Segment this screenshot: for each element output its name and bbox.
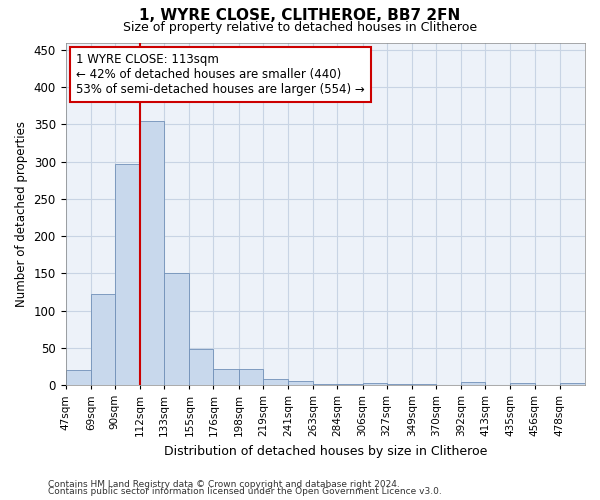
Bar (65, 370, 91, 385)
Bar (239, 370, 263, 385)
Bar (560, 383, 585, 385)
Y-axis label: Number of detached properties: Number of detached properties (15, 121, 28, 307)
Text: Size of property relative to detached houses in Clitheroe: Size of property relative to detached ho… (123, 21, 477, 34)
X-axis label: Distribution of detached houses by size in Clitheroe: Distribution of detached houses by size … (164, 444, 487, 458)
Bar (313, 384, 337, 385)
Bar (288, 382, 313, 385)
Bar (386, 384, 412, 385)
Text: Contains HM Land Registry data © Crown copyright and database right 2024.: Contains HM Land Registry data © Crown c… (48, 480, 400, 489)
Bar (140, 120, 164, 385)
Bar (461, 382, 485, 385)
Bar (511, 383, 535, 385)
Bar (412, 384, 436, 385)
Bar (91, 294, 115, 385)
Bar (164, 274, 190, 385)
Bar (337, 384, 362, 385)
Bar (190, 350, 214, 385)
Bar (263, 379, 288, 385)
Text: 1 WYRE CLOSE: 113sqm
← 42% of detached houses are smaller (440)
53% of semi-deta: 1 WYRE CLOSE: 113sqm ← 42% of detached h… (76, 53, 365, 96)
Text: Contains public sector information licensed under the Open Government Licence v3: Contains public sector information licen… (48, 488, 442, 496)
Bar (214, 370, 239, 385)
Bar (115, 164, 140, 385)
Text: 1, WYRE CLOSE, CLITHEROE, BB7 2FN: 1, WYRE CLOSE, CLITHEROE, BB7 2FN (139, 8, 461, 22)
Bar (362, 383, 386, 385)
